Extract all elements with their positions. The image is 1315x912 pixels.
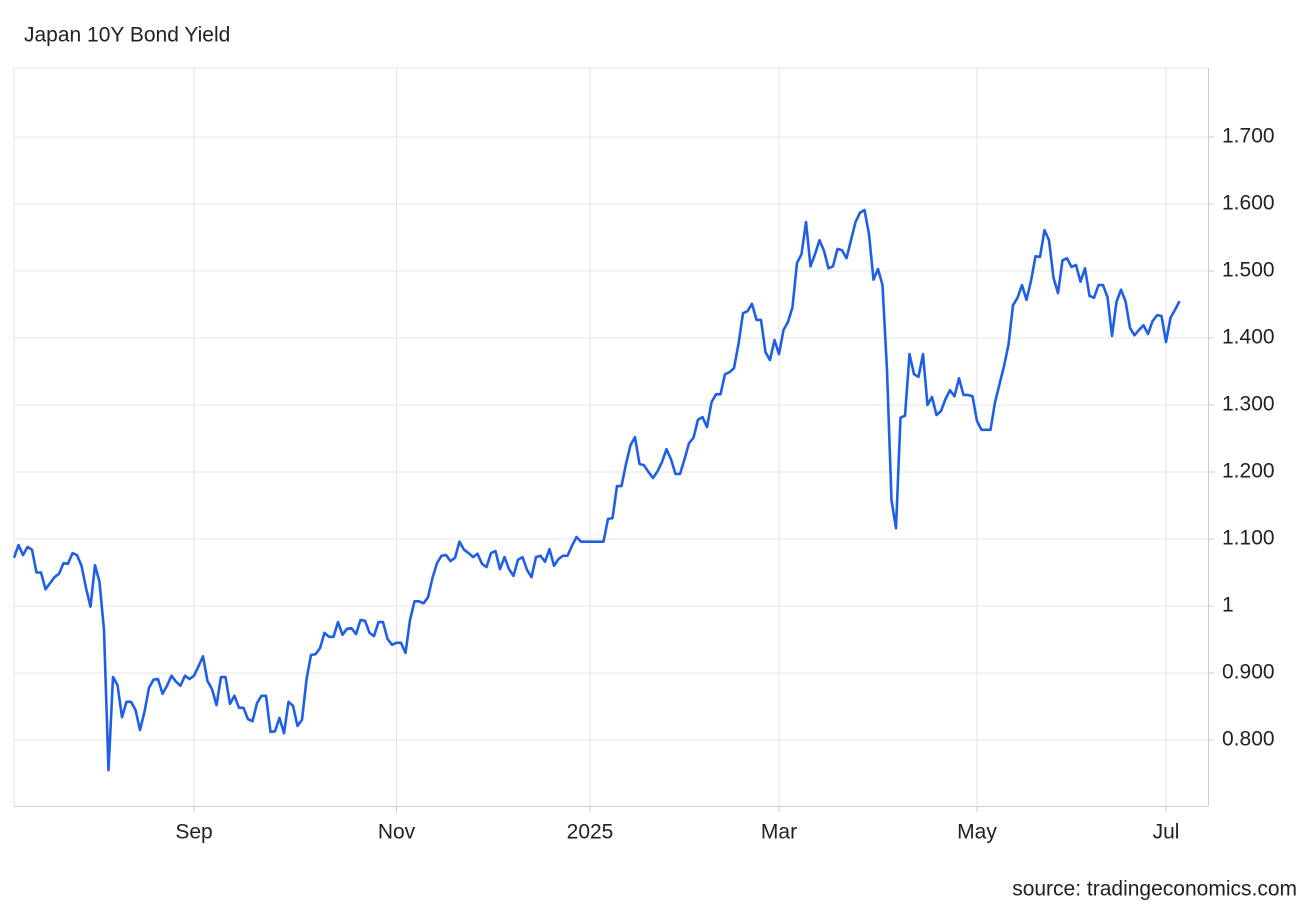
y-tick-label: 1.300 <box>1222 393 1275 416</box>
y-tick-label: 1.600 <box>1222 192 1275 215</box>
y-tick-label: 1.100 <box>1222 527 1275 550</box>
y-tick-label: 1.500 <box>1222 259 1275 282</box>
y-tick-label: 1.200 <box>1222 460 1275 483</box>
y-tick-label: 0.900 <box>1222 661 1275 684</box>
source-note: source: tradingeconomics.com <box>1012 878 1297 901</box>
x-tick-label: Jul <box>1153 821 1180 844</box>
y-tick-label: 1.700 <box>1222 125 1275 148</box>
chart-title: Japan 10Y Bond Yield <box>24 24 230 47</box>
y-tick-label: 0.800 <box>1222 728 1275 751</box>
x-tick-label: Sep <box>175 821 212 844</box>
x-tick-label: 2025 <box>567 821 614 844</box>
y-tick-label: 1.400 <box>1222 326 1275 349</box>
y-tick-label: 1 <box>1222 594 1234 617</box>
x-tick-label: May <box>957 821 997 844</box>
x-tick-label: Mar <box>761 821 797 844</box>
yield-line <box>12 208 1181 772</box>
x-tick-label: Nov <box>378 821 416 844</box>
